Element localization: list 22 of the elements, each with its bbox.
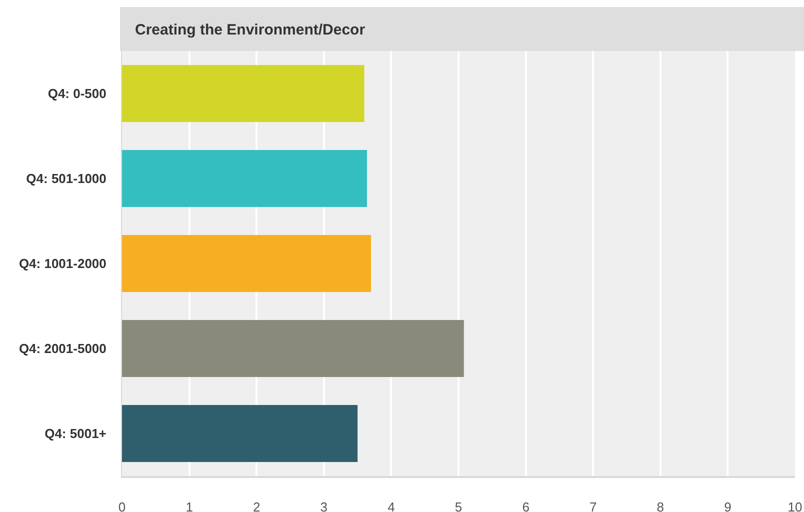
bar — [122, 235, 372, 292]
x-tick-label: 10 — [788, 500, 802, 512]
bar — [122, 405, 358, 462]
x-tick-label: 1 — [186, 500, 193, 512]
y-tick-label: Q4: 501-1000 — [26, 171, 106, 186]
bar — [122, 65, 364, 122]
x-tick-label: 6 — [522, 500, 530, 512]
bar — [122, 320, 464, 377]
y-tick-label: Q4: 5001+ — [44, 426, 107, 442]
x-tick-label: 0 — [118, 500, 126, 512]
x-tick-label: 5 — [454, 500, 462, 512]
x-tick-label: 9 — [724, 500, 732, 512]
y-tick-label: Q4: 1001-2000 — [18, 256, 106, 272]
y-tick-label: Q4: 2001-5000 — [18, 341, 106, 356]
x-tick-label: 7 — [589, 500, 597, 512]
chart-title: Creating the Environment/Decor — [135, 21, 366, 38]
bar — [122, 150, 367, 207]
x-tick-label: 4 — [388, 500, 395, 512]
x-tick-label: 8 — [656, 500, 664, 512]
x-tick-label: 3 — [320, 500, 328, 512]
x-tick-label: 2 — [252, 500, 260, 512]
y-tick-label: Q4: 0-500 — [48, 86, 106, 102]
